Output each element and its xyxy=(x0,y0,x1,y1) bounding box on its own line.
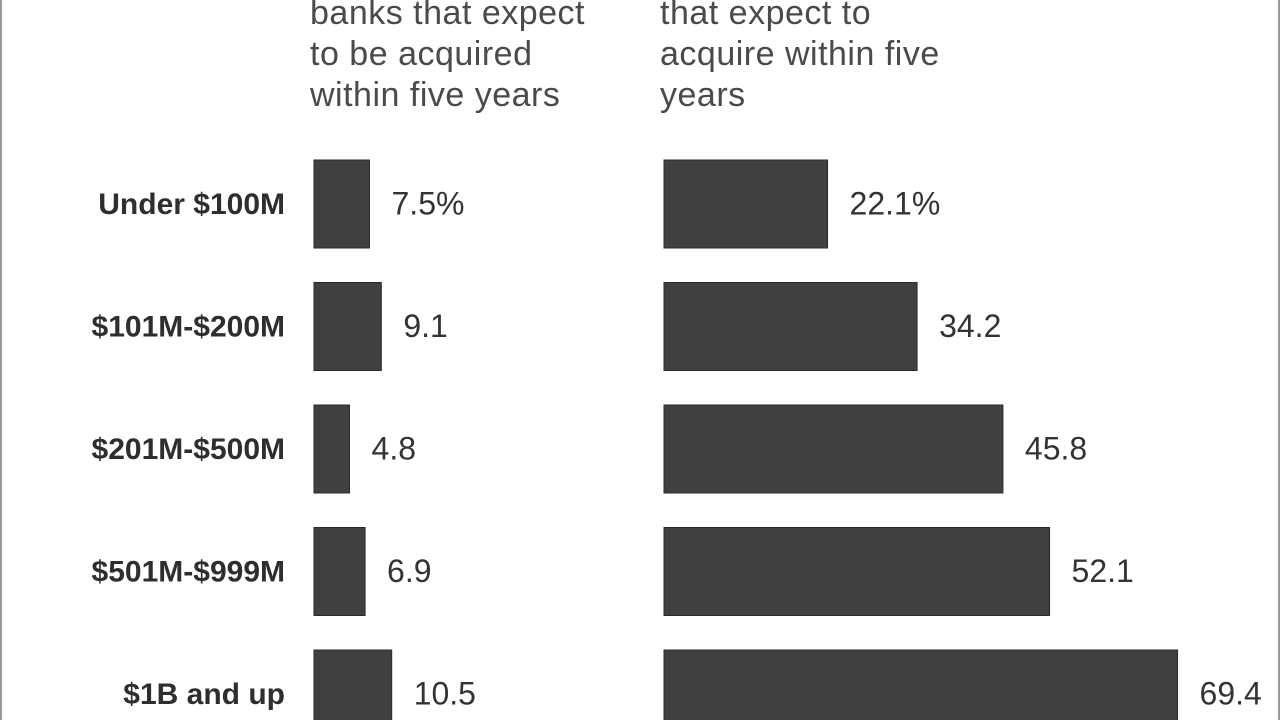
value-label: 22.1% xyxy=(850,185,941,221)
value-label: 34.2 xyxy=(939,308,1001,344)
panel-header: within five years xyxy=(309,76,560,114)
value-label: 69.4 xyxy=(1200,675,1262,711)
panel-header: banks that expect xyxy=(310,0,585,32)
panel-header: that expect to xyxy=(660,0,871,32)
category-label: $101M-$200M xyxy=(92,310,285,343)
category-label: $501M-$999M xyxy=(92,555,285,588)
category-label: Under $100M xyxy=(98,188,285,221)
bar xyxy=(663,404,1004,494)
bar xyxy=(313,404,351,494)
value-label: 45.8 xyxy=(1025,430,1087,466)
bar xyxy=(313,649,393,720)
value-label: 10.5 xyxy=(414,675,476,711)
bar xyxy=(663,159,829,249)
panel-header: years xyxy=(660,76,746,114)
value-label: 9.1 xyxy=(403,308,447,344)
panel-header: acquire within five xyxy=(660,35,940,73)
bar xyxy=(313,282,382,371)
bar xyxy=(663,282,918,371)
category-label: $1B and up xyxy=(123,678,285,711)
bar xyxy=(313,527,366,616)
panel-header: to be acquired xyxy=(310,35,533,73)
value-label: 4.8 xyxy=(372,430,416,466)
bar xyxy=(663,527,1051,616)
bar xyxy=(663,649,1179,720)
value-label: 7.5% xyxy=(392,185,465,221)
value-label: 6.9 xyxy=(387,553,431,589)
bar xyxy=(313,159,370,249)
value-label: 52.1 xyxy=(1072,553,1134,589)
category-label: $201M-$500M xyxy=(92,433,285,466)
